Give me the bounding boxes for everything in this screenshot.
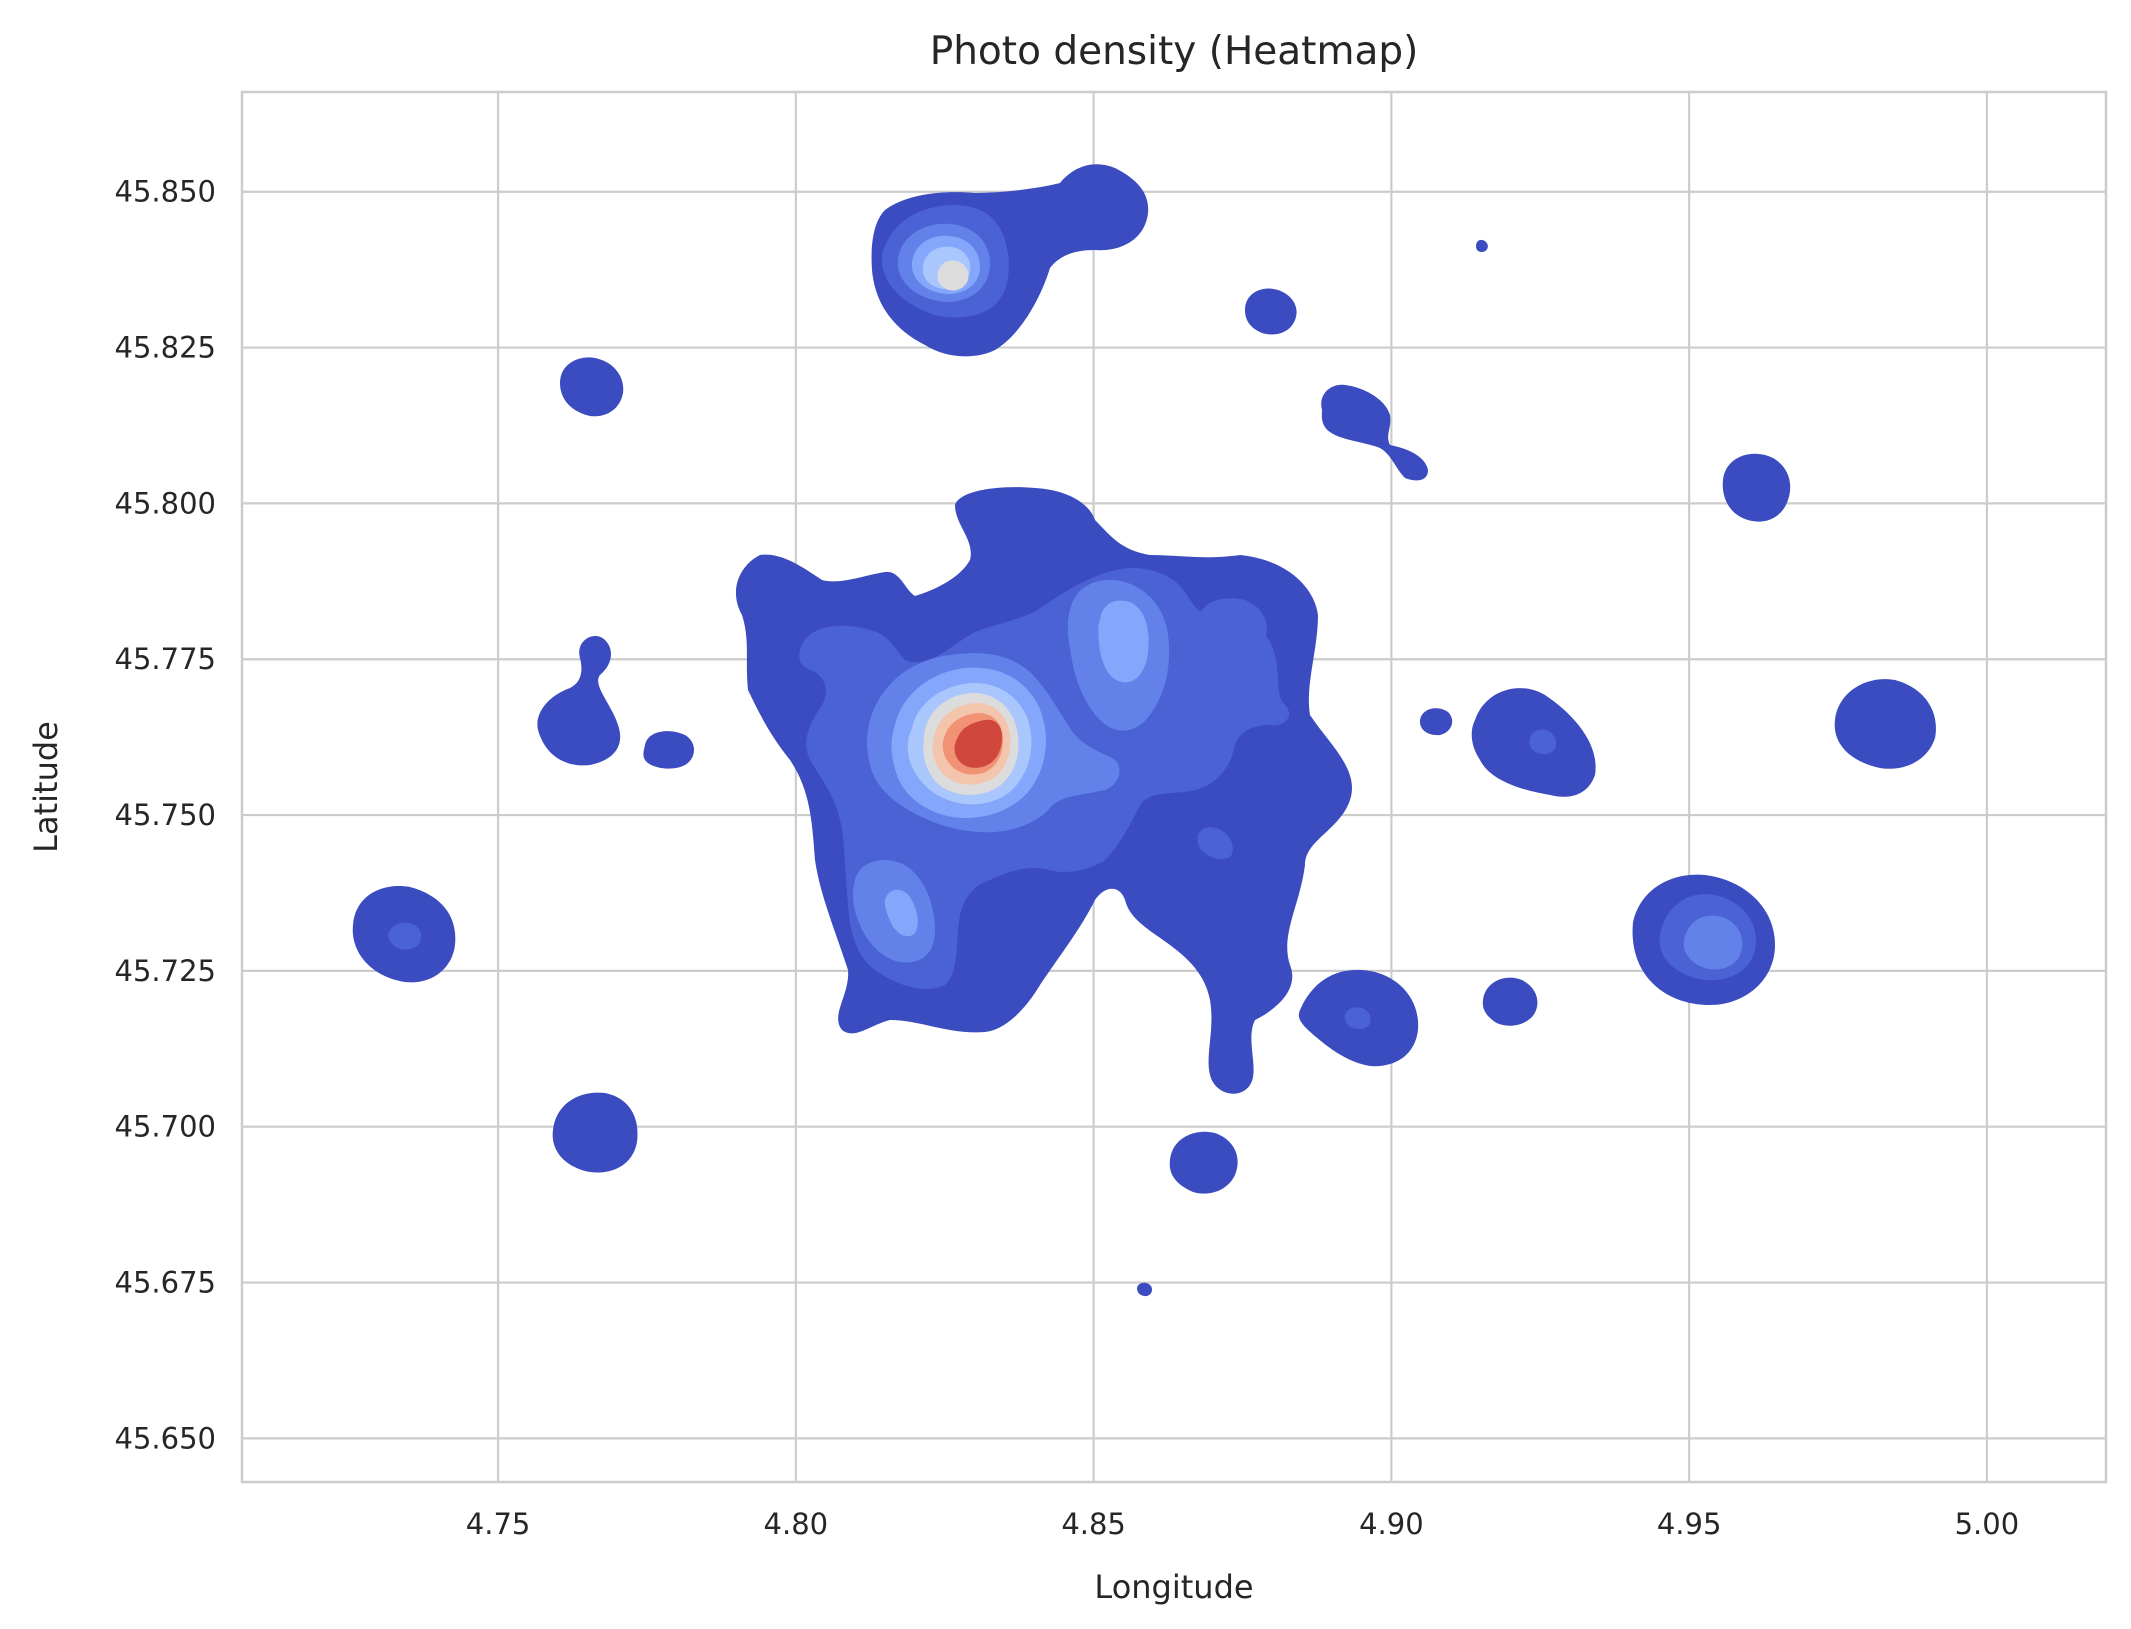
y-tick-label: 45.725 (115, 954, 216, 988)
x-tick-label: 4.75 (466, 1507, 531, 1541)
contour-region-west-small (643, 731, 694, 769)
contour-region-southeast-small (1482, 977, 1538, 1026)
contour-level-8-peak (954, 719, 1003, 768)
x-tick-label: 4.95 (1657, 1507, 1722, 1541)
x-tick-label: 4.85 (1061, 1507, 1126, 1541)
y-tick-label: 45.700 (115, 1110, 216, 1144)
x-axis-ticks: 4.75 4.80 4.85 4.90 4.95 5.00 (466, 1507, 2019, 1541)
contour-level-8 (954, 719, 1003, 768)
contour-level-5-north (937, 260, 969, 291)
contour-level-1-south-mid (1344, 1007, 1371, 1030)
contour-region-west-mid (537, 636, 621, 766)
contour-region-northeast-small (1245, 288, 1297, 335)
y-tick-label: 45.675 (115, 1266, 216, 1300)
contour-region-northeast-elongated (1321, 384, 1428, 481)
x-tick-label: 4.90 (1359, 1507, 1424, 1541)
plot-border (240, 90, 2108, 1484)
contour-level-2-southeast (1683, 915, 1743, 970)
contour-region-tiny-north (1476, 239, 1488, 252)
y-tick-label: 45.750 (115, 798, 216, 832)
chart-title: Photo density (Heatmap) (930, 29, 1419, 74)
contour-level-3-east-lobe (1098, 600, 1149, 683)
contour-region-west-northwest (560, 357, 624, 417)
contour-level-1-east-2 (1529, 729, 1557, 755)
y-axis-label: Latitude (27, 721, 65, 853)
contour-region-mid-small (1419, 708, 1453, 736)
y-tick-label: 45.800 (115, 486, 216, 520)
x-tick-label: 5.00 (1955, 1507, 2020, 1541)
contour-level-1-mid-east-spot (1197, 827, 1233, 860)
density-contours (352, 164, 1936, 1297)
contour-level-1-far-west (388, 922, 422, 950)
contour-level-1-east-northeast (1196, 598, 1267, 654)
contour-region-southwest (552, 1092, 638, 1173)
contour-level-3-southwest-lobe (884, 889, 918, 937)
y-tick-label: 45.775 (115, 642, 216, 676)
y-tick-label: 45.650 (115, 1421, 216, 1455)
contour-region-east-1 (1722, 453, 1791, 522)
y-axis-ticks: 45.650 45.675 45.700 45.725 45.750 45.775 45.8… (115, 175, 216, 1456)
contour-region-far-east (1834, 679, 1936, 769)
contour-region-south (1169, 1131, 1238, 1194)
x-tick-label: 4.80 (764, 1507, 829, 1541)
y-tick-label: 45.825 (115, 331, 216, 365)
contour-region-tiny-south (1137, 1282, 1153, 1297)
axes-frame (240, 90, 2108, 1484)
x-axis-label: Longitude (1094, 1568, 1253, 1606)
y-tick-label: 45.850 (115, 175, 216, 209)
